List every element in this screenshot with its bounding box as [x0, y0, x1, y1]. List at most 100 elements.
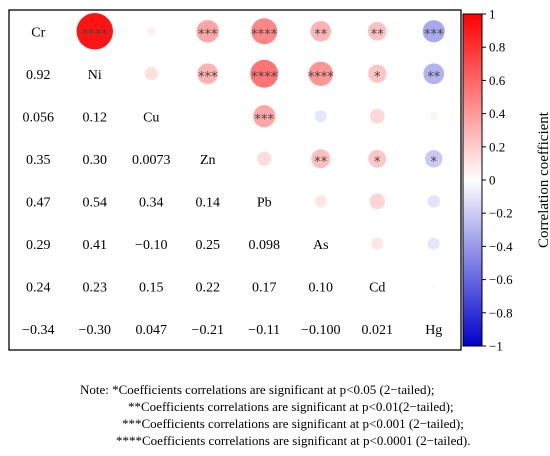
colorbar-tick-label: 1: [489, 7, 496, 22]
x-tick-label: Cd: [369, 359, 385, 360]
coefficient-label: 0.30: [83, 153, 108, 168]
x-tick-label: Pb: [257, 359, 272, 360]
correlation-circle: [311, 149, 331, 169]
matrix-cells: Cr **** *** **** ** ** ***0.92 Ni *** **** **** * **…: [22, 13, 445, 338]
coefficient-label: 0.10: [309, 280, 334, 295]
correlation-circle: [368, 149, 387, 168]
matrix-frame: [8, 9, 462, 351]
significance-stars: ****: [251, 70, 278, 85]
significance-stars: *: [374, 70, 381, 85]
coefficient-label: 0.047: [136, 323, 168, 338]
note-line-1: Note: *Coefficients correlations are sig…: [80, 382, 435, 397]
colorbar-tick-label: −0.2: [489, 206, 513, 221]
correlation-matrix-chart: Cr **** *** **** ** ** ***0.92 Ni *** **** **** * **…: [8, 7, 550, 360]
coefficient-label: 0.34: [139, 195, 164, 210]
correlation-circle: [369, 108, 385, 124]
x-axis-labels: Cr Ni Cu Zn Pb As Cd Hg: [31, 359, 442, 360]
note-line-3: ***Coefficients correlations are signifi…: [122, 416, 464, 431]
correlation-circle: [146, 26, 156, 36]
colorbar-title: Correlation coefficient: [536, 111, 550, 248]
correlation-circle: [206, 114, 210, 118]
coefficient-label: 0.021: [362, 323, 394, 338]
diagonal-label-as: As: [313, 238, 329, 253]
coefficient-label: −0.21: [192, 323, 224, 338]
correlation-circle: [368, 64, 387, 83]
coefficient-label: −0.10: [135, 238, 167, 253]
colorbar-tick-label: 0: [489, 173, 496, 188]
correlation-circle: [427, 194, 441, 208]
colorbar-tick-label: 0.6: [489, 73, 506, 88]
coefficient-label: 0.17: [252, 280, 277, 295]
correlation-circle: [429, 112, 438, 121]
correlation-circle: [197, 63, 219, 85]
coefficient-label: 0.47: [26, 195, 51, 210]
diagonal-label-hg: Hg: [425, 323, 442, 338]
significance-stars: *: [431, 155, 438, 170]
correlation-circle: [367, 21, 387, 41]
colorbar-tick-label: 0.2: [489, 139, 505, 154]
coefficient-label: −0.34: [22, 323, 54, 338]
colorbar-gradient: [462, 13, 483, 347]
coefficient-label: 0.23: [83, 280, 108, 295]
diagonal-label-ni: Ni: [88, 68, 102, 83]
coefficient-label: 0.41: [83, 238, 108, 253]
coefficient-label: 0.54: [83, 195, 108, 210]
correlation-circle: [251, 18, 278, 45]
coefficient-label: 0.22: [196, 280, 221, 295]
colorbar-tick-label: −0.4: [489, 239, 513, 254]
x-tick-label: As: [313, 359, 329, 360]
colorbar-tick-label: −0.8: [489, 305, 513, 320]
correlation-circle: [427, 237, 440, 250]
correlation-circle: [310, 21, 331, 42]
coefficient-label: 0.35: [26, 153, 51, 168]
significance-stars: **: [314, 27, 328, 42]
correlation-circle: [250, 59, 279, 88]
coefficient-label: −0.30: [79, 323, 111, 338]
coefficient-label: −0.100: [301, 323, 340, 338]
correlation-circle: [314, 110, 327, 123]
significance-stars: *: [374, 155, 381, 170]
coefficient-label: 0.056: [23, 110, 55, 125]
coefficient-label: 0.12: [83, 110, 108, 125]
colorbar-tick-label: 0.8: [489, 40, 505, 55]
diagonal-label-cu: Cu: [143, 110, 159, 125]
correlation-circle: [371, 237, 384, 250]
significance-stars: ***: [198, 70, 218, 85]
significance-stars: **: [371, 27, 385, 42]
correlation-circle: [308, 61, 333, 86]
colorbar: 1 0.8 0.6 0.4 0.2 0 −0.2 −0.4 −0.6 −0.8 −1 Correlat…: [462, 7, 550, 354]
diagonal-label-pb: Pb: [257, 195, 272, 210]
correlation-circle: [425, 150, 443, 168]
x-tick-label: Zn: [200, 359, 216, 360]
correlation-circle: [423, 63, 445, 85]
significance-stars: **: [314, 155, 328, 170]
note-line-2: **Coefficients correlations are signific…: [128, 399, 454, 414]
colorbar-tick-label: 0.4: [489, 106, 506, 121]
correlation-circle: [314, 195, 327, 208]
significance-stars: ****: [251, 27, 278, 42]
colorbar-tick-label: −0.6: [489, 272, 513, 287]
coefficient-label: 0.29: [26, 238, 51, 253]
coefficient-label: 0.25: [196, 238, 221, 253]
coefficient-label: 0.14: [196, 195, 221, 210]
diagonal-label-cd: Cd: [369, 280, 385, 295]
x-tick-label: Ni: [88, 359, 102, 360]
correlation-circle: [76, 13, 113, 50]
note-line-4: ****Coefficients correlations are signif…: [116, 433, 471, 448]
correlation-circle: [431, 283, 437, 289]
colorbar-tick-label: −1: [489, 339, 503, 354]
x-tick-label: Cu: [143, 359, 159, 360]
coefficient-label: 0.0073: [132, 153, 171, 168]
correlation-circle: [369, 193, 386, 210]
coefficient-label: −0.11: [248, 323, 280, 338]
correlation-circle: [144, 67, 158, 81]
correlation-circle: [253, 105, 276, 128]
coefficient-label: 0.15: [139, 280, 164, 295]
coefficient-label: 0.098: [249, 238, 281, 253]
correlation-circle: [422, 20, 445, 43]
coefficient-label: 0.24: [26, 280, 51, 295]
significance-stars: ****: [82, 27, 109, 42]
correlation-circle: [257, 151, 272, 166]
x-tick-label: Cr: [31, 359, 45, 360]
coefficient-label: 0.92: [26, 68, 51, 83]
